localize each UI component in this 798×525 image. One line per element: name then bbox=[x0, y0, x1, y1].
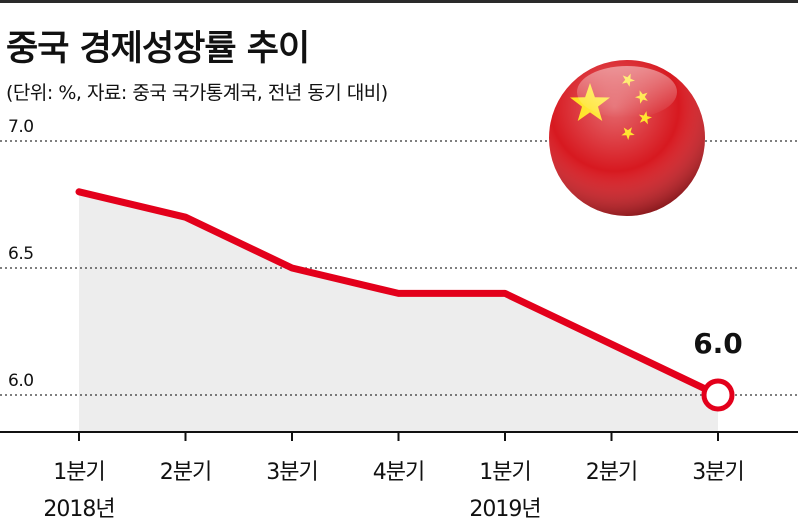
x-tick-label: 3분기 bbox=[692, 460, 743, 485]
chart-title: 중국 경제성장률 추이 bbox=[6, 29, 310, 69]
y-tick-label: 6.0 bbox=[8, 371, 34, 391]
china-flag-icon bbox=[549, 60, 705, 216]
y-tick-label: 7.0 bbox=[8, 117, 34, 137]
x-tick-label: 3분기 bbox=[266, 460, 317, 485]
highlight-point bbox=[701, 378, 735, 412]
x-tick-label: 2분기 bbox=[160, 460, 211, 485]
data-label: 6.0 bbox=[693, 327, 743, 360]
x-tick-label: 4분기 bbox=[373, 460, 424, 485]
top-rule bbox=[0, 0, 798, 3]
x-tick-label: 1분기 bbox=[479, 460, 530, 485]
x-year-label: 2019년 bbox=[469, 497, 540, 522]
x-tick-label: 2분기 bbox=[586, 460, 637, 485]
x-year-label: 2018년 bbox=[43, 497, 114, 522]
area-fill bbox=[79, 191, 718, 432]
x-tick-label: 1분기 bbox=[53, 460, 104, 485]
series-line bbox=[75, 188, 722, 399]
chart-subtitle: (단위: %, 자료: 중국 국가통계국, 전년 동기 대비) bbox=[6, 82, 388, 104]
y-tick-label: 6.5 bbox=[8, 244, 34, 264]
